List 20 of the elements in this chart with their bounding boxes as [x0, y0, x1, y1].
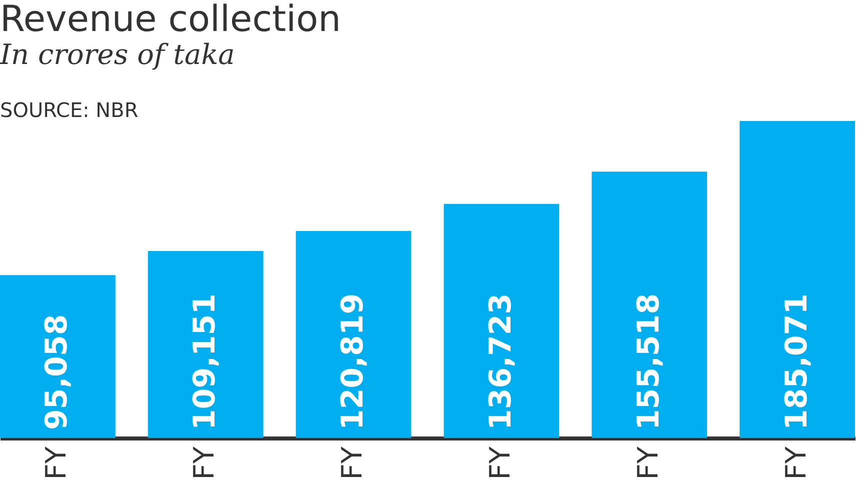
x-tick-label: FY [336, 446, 369, 480]
bar [0, 275, 116, 438]
chart-title: Revenue collection [0, 0, 341, 40]
annotation: SOURCE: NBR [0, 98, 138, 122]
data-label: 155,518 [631, 293, 666, 430]
x-tick-label: FY [188, 446, 221, 480]
bar [444, 204, 560, 438]
data-label: 185,071 [779, 293, 814, 430]
data-label: 136,723 [483, 293, 518, 430]
data-label: 95,058 [40, 314, 75, 430]
data-label: 120,819 [336, 293, 371, 430]
x-tick-label: FY [779, 446, 812, 480]
x-tick-label: FY [40, 446, 73, 480]
bar [740, 121, 855, 438]
bar [296, 231, 412, 438]
x-tick-label: FY [631, 446, 664, 480]
bar [592, 172, 708, 438]
data-label: 109,151 [188, 293, 223, 430]
bar [148, 251, 264, 438]
x-tick-label: FY [483, 446, 516, 480]
